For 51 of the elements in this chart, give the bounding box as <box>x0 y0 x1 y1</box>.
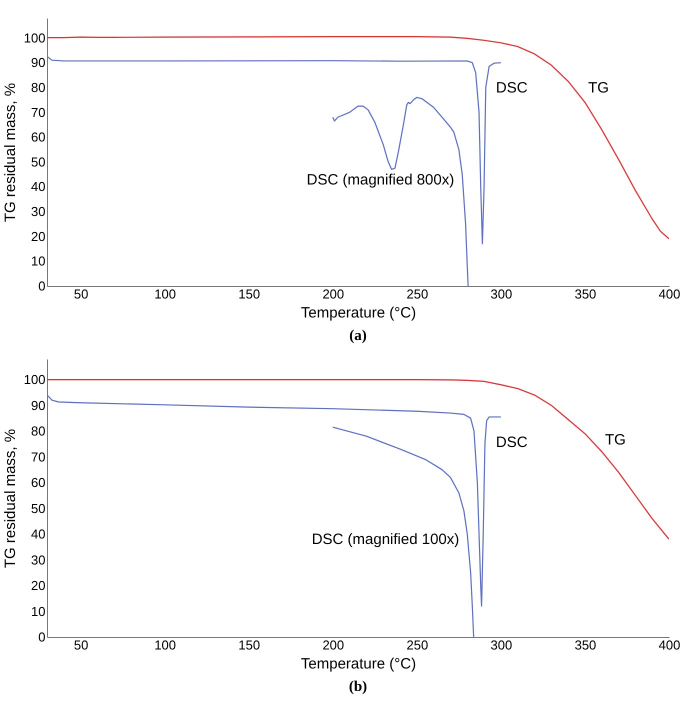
y-tick-label: 0 <box>38 630 46 644</box>
y-tick-label: 80 <box>31 80 46 95</box>
x-tick-label: 350 <box>574 638 596 652</box>
x-axis-title: Temperature (°C) <box>300 304 416 322</box>
series-label: TG <box>604 432 626 449</box>
y-tick-label: 30 <box>31 552 46 568</box>
x-tick-label: 100 <box>154 286 176 302</box>
x-tick-label: 200 <box>322 286 344 302</box>
y-tick-label: 10 <box>31 604 46 619</box>
x-tick-label: 200 <box>322 638 344 652</box>
series-label: TG <box>588 79 609 96</box>
y-tick-label: 70 <box>31 104 46 120</box>
x-tick-label: 400 <box>658 638 680 652</box>
y-axis-title: TG residual mass, % <box>2 428 19 568</box>
x-tick-label: 50 <box>74 286 88 302</box>
x-tick-label: 250 <box>406 638 428 652</box>
x-tick-label: 400 <box>658 286 680 302</box>
y-tick-label: 40 <box>31 179 46 194</box>
series-label: DSC <box>496 80 528 97</box>
series-label: DSC <box>496 434 528 451</box>
x-tick-label: 300 <box>490 638 512 652</box>
text: (a) <box>349 328 367 344</box>
y-tick-label: 0 <box>38 278 46 294</box>
y-tick-label: 70 <box>31 449 46 464</box>
x-tick-label: 100 <box>154 638 176 652</box>
y-axis-title: TG residual mass, % <box>2 82 19 222</box>
x-tick-label: 150 <box>238 638 260 652</box>
y-tick-label: 30 <box>31 204 46 220</box>
y-tick-label: 10 <box>31 254 46 269</box>
series-label: DSC (magnified 100x) <box>312 531 460 548</box>
line-series <box>47 36 669 240</box>
x-tick-label: 300 <box>490 286 512 302</box>
y-tick-label: 50 <box>31 500 46 516</box>
y-tick-label: 100 <box>24 30 46 46</box>
y-tick-label: 50 <box>31 154 46 170</box>
y-tick-label: 60 <box>31 130 46 145</box>
x-tick-label: 150 <box>238 286 260 302</box>
series-label: DSC (magnified 800x) <box>306 171 454 188</box>
x-tick-label: 350 <box>574 286 596 302</box>
x-tick-label: 250 <box>406 286 428 302</box>
y-tick-label: 40 <box>31 526 46 542</box>
y-tick-label: 20 <box>31 228 46 244</box>
text: (b) <box>348 679 368 695</box>
y-tick-label: 90 <box>31 55 46 70</box>
y-tick-label: 90 <box>31 398 46 413</box>
y-tick-label: 60 <box>31 475 46 490</box>
x-axis-title: Temperature (°C) <box>300 656 416 672</box>
y-tick-label: 20 <box>31 578 46 594</box>
x-tick-label: 50 <box>74 638 88 652</box>
y-tick-label: 80 <box>31 424 46 439</box>
y-tick-label: 100 <box>24 372 46 388</box>
